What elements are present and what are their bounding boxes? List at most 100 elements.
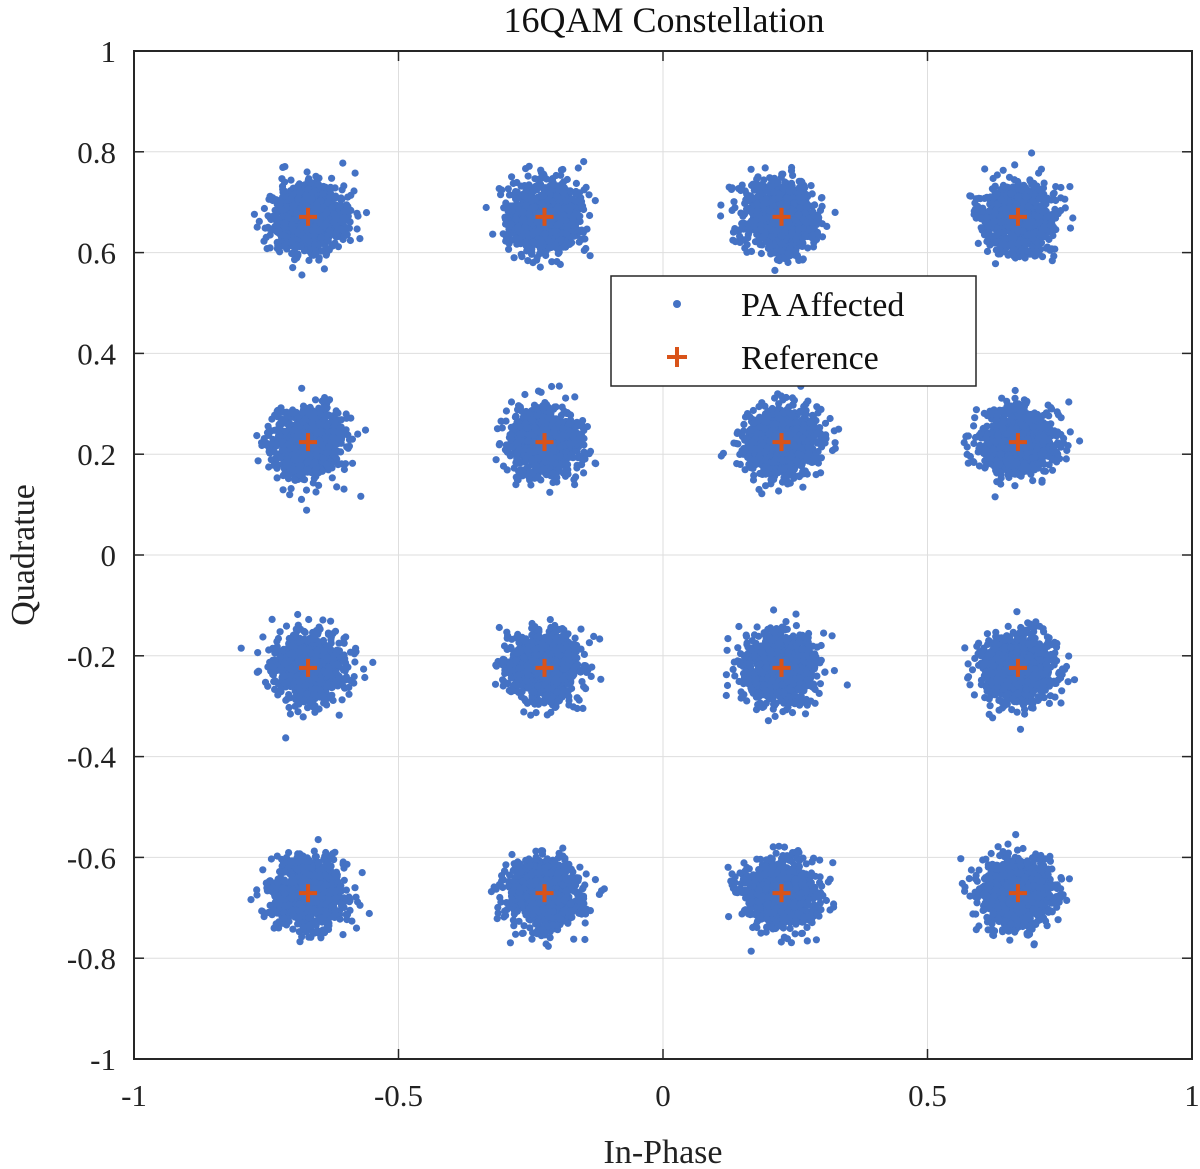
pa-affected-point xyxy=(582,870,590,878)
pa-affected-point xyxy=(299,924,307,932)
pa-affected-point xyxy=(307,649,315,657)
pa-affected-point xyxy=(566,900,575,908)
pa-affected-point xyxy=(498,877,506,885)
pa-affected-point xyxy=(267,662,275,670)
pa-affected-point xyxy=(351,169,359,177)
pa-affected-point xyxy=(328,691,336,699)
pa-affected-point xyxy=(317,934,325,942)
pa-affected-point xyxy=(310,635,318,643)
pa-affected-point xyxy=(513,907,522,915)
pa-affected-point xyxy=(335,711,343,719)
pa-affected-point xyxy=(321,900,329,909)
pa-affected-point xyxy=(517,868,525,876)
pa-affected-point xyxy=(595,890,604,899)
pa-affected-point xyxy=(549,921,557,929)
pa-affected-point xyxy=(276,628,284,636)
pa-affected-point xyxy=(335,639,343,647)
pa-affected-point xyxy=(356,235,364,243)
pa-affected-point xyxy=(276,666,284,674)
pa-affected-point xyxy=(352,924,361,932)
pa-affected-point xyxy=(281,178,289,186)
pa-affected-point xyxy=(270,461,278,469)
pa-affected-point xyxy=(288,444,296,452)
pa-affected-point xyxy=(253,432,261,440)
pa-affected-point xyxy=(570,935,578,943)
pa-affected-point xyxy=(347,191,355,199)
pa-affected-point xyxy=(250,210,258,218)
pa-affected-point xyxy=(315,256,323,264)
pa-affected-point xyxy=(317,234,325,242)
pa-affected-point xyxy=(254,649,262,657)
pa-affected-point xyxy=(575,896,583,905)
pa-affected-point xyxy=(274,878,282,887)
pa-affected-point xyxy=(285,849,293,857)
pa-affected-point xyxy=(311,685,320,693)
pa-affected-point xyxy=(324,682,332,690)
pa-affected-point xyxy=(313,647,321,655)
pa-affected-point xyxy=(268,439,276,448)
pa-affected-point xyxy=(519,929,527,937)
pa-affected-point xyxy=(298,384,306,392)
pa-affected-point xyxy=(259,633,267,641)
pa-affected-point xyxy=(313,200,321,208)
pa-affected-point xyxy=(306,698,315,706)
pa-affected-point xyxy=(310,227,318,235)
pa-affected-point xyxy=(572,881,580,889)
pa-affected-point xyxy=(289,925,297,933)
pa-affected-point xyxy=(280,660,288,668)
pa-affected-point xyxy=(348,917,356,925)
pa-affected-point xyxy=(347,414,355,422)
pa-affected-point xyxy=(500,867,509,875)
pa-affected-point xyxy=(331,870,339,878)
pa-affected-point xyxy=(314,836,322,844)
pa-affected-point xyxy=(299,432,307,440)
pa-affected-point xyxy=(273,909,281,917)
pa-affected-point xyxy=(297,656,305,664)
pa-affected-point xyxy=(268,415,276,423)
pa-affected-point xyxy=(339,860,347,868)
pa-affected-point xyxy=(310,847,318,855)
pa-affected-point xyxy=(295,900,304,908)
pa-affected-point xyxy=(291,244,299,252)
pa-affected-point xyxy=(247,896,255,904)
pa-affected-point xyxy=(320,265,328,273)
pa-affected-point xyxy=(527,871,535,879)
pa-affected-point xyxy=(289,264,297,272)
pa-affected-point xyxy=(345,683,353,692)
pa-affected-point xyxy=(254,457,262,465)
pa-affected-point xyxy=(311,250,319,258)
pa-affected-point xyxy=(272,454,281,462)
pa-affected-point xyxy=(532,855,540,863)
pa-affected-point xyxy=(303,466,312,474)
pa-affected-point xyxy=(299,713,307,721)
pa-affected-point xyxy=(508,850,516,859)
pa-affected-point xyxy=(329,242,337,250)
pa-affected-point xyxy=(294,610,302,619)
pa-affected-point xyxy=(302,486,311,494)
pa-affected-point xyxy=(323,449,331,457)
pa-affected-point xyxy=(342,886,350,894)
pa-affected-point xyxy=(351,884,359,892)
pa-affected-point xyxy=(312,450,320,458)
pa-affected-point xyxy=(319,636,328,645)
pa-affected-point xyxy=(320,699,328,707)
pa-affected-point xyxy=(281,902,289,910)
pa-affected-point xyxy=(329,630,337,638)
pa-affected-point xyxy=(348,435,356,443)
pa-affected-point xyxy=(308,195,316,203)
pa-affected-point xyxy=(337,900,345,908)
pa-affected-point xyxy=(561,907,569,915)
pa-affected-point xyxy=(296,225,304,233)
pa-affected-point xyxy=(348,459,357,467)
pa-affected-point xyxy=(337,416,345,424)
pa-affected-point xyxy=(340,876,348,884)
pa-affected-point xyxy=(314,859,322,867)
pa-affected-point xyxy=(345,898,353,906)
pa-affected-point xyxy=(338,696,346,704)
pa-affected-point xyxy=(357,492,365,500)
pa-affected-point xyxy=(353,225,361,233)
pa-affected-point xyxy=(279,163,287,171)
pa-affected-point xyxy=(285,917,293,926)
pa-affected-point xyxy=(287,485,295,493)
pa-affected-point xyxy=(264,422,272,430)
